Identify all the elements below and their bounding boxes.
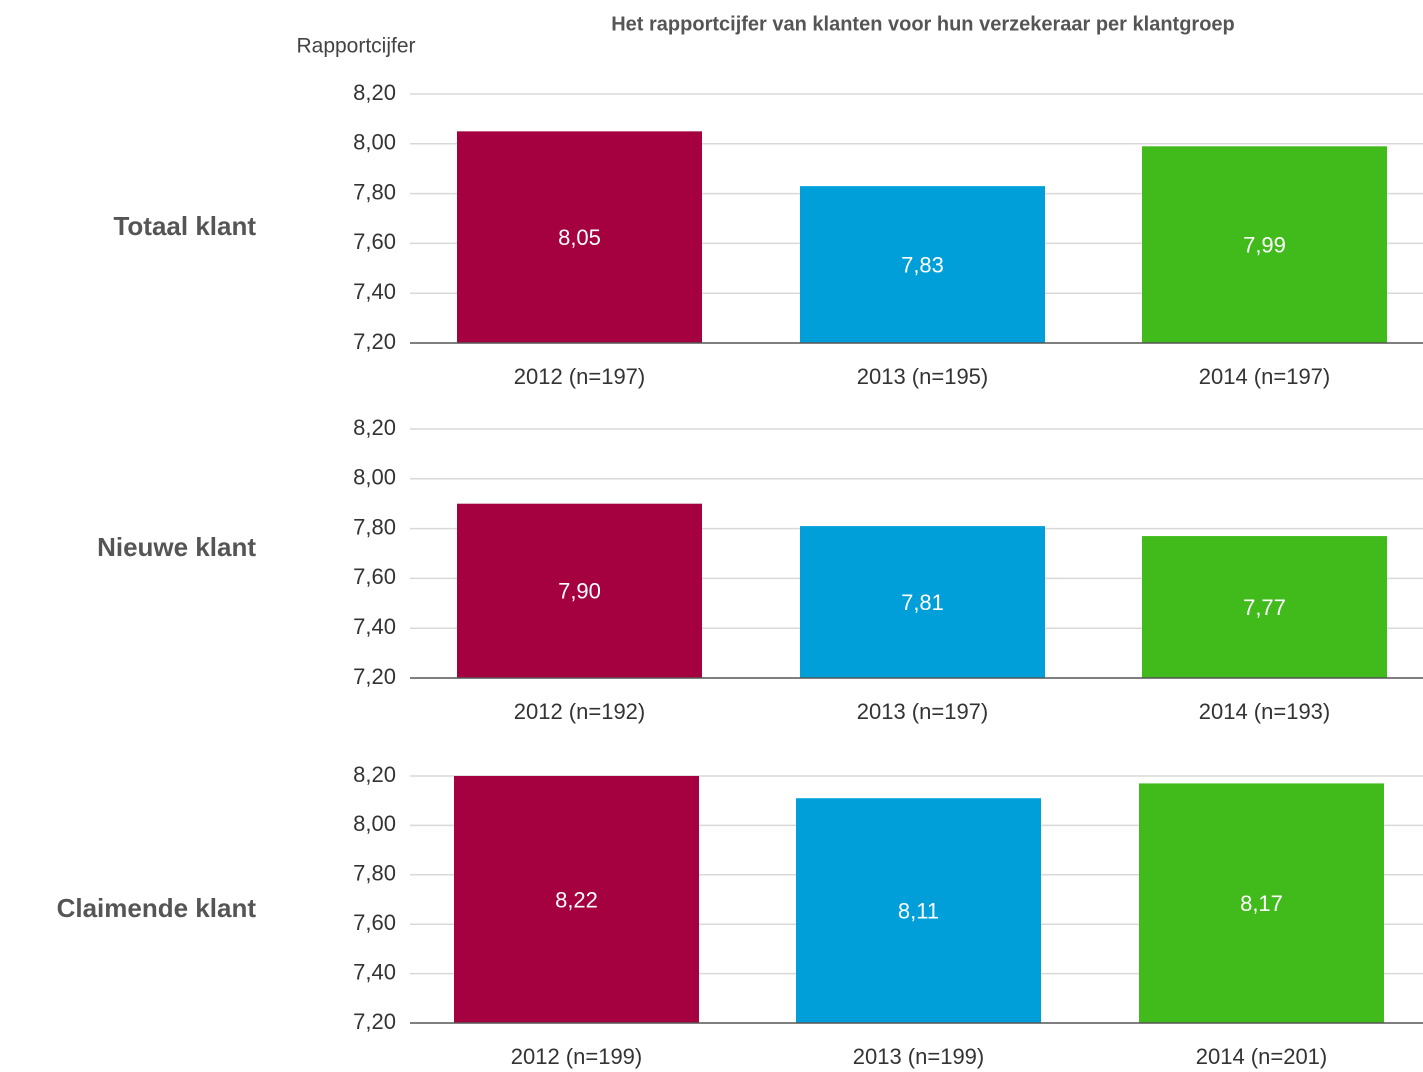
y-tick-label: 8,20	[353, 762, 396, 787]
data-label: 7,77	[1243, 595, 1286, 620]
data-label: 7,81	[901, 590, 944, 615]
bar	[800, 186, 1045, 343]
y-tick-label: 7,20	[353, 329, 396, 354]
bar	[800, 526, 1045, 678]
y-tick-label: 8,00	[353, 130, 396, 155]
row-label: Claimende klant	[57, 893, 257, 923]
y-tick-label: 7,60	[353, 229, 396, 254]
row-label: Nieuwe klant	[97, 532, 256, 562]
y-tick-label: 8,20	[353, 415, 396, 440]
x-tick-label: 2012 (n=192)	[514, 699, 646, 724]
bar	[1139, 783, 1384, 1023]
y-tick-label: 7,40	[353, 279, 396, 304]
y-tick-label: 8,20	[353, 80, 396, 105]
x-tick-label: 2012 (n=199)	[511, 1044, 643, 1069]
bar	[454, 776, 699, 1023]
y-tick-label: 7,40	[353, 614, 396, 639]
y-tick-label: 7,20	[353, 1009, 396, 1034]
x-tick-label: 2013 (n=199)	[853, 1044, 985, 1069]
y-tick-label: 7,60	[353, 564, 396, 589]
data-label: 8,05	[558, 225, 601, 250]
y-tick-label: 7,20	[353, 664, 396, 689]
y-tick-label: 7,80	[353, 179, 396, 204]
x-tick-label: 2014 (n=193)	[1199, 699, 1331, 724]
chart-title: Het rapportcijfer van klanten voor hun v…	[611, 13, 1235, 35]
bar	[796, 798, 1041, 1023]
y-tick-label: 7,60	[353, 910, 396, 935]
y-tick-label: 8,00	[353, 465, 396, 490]
data-label: 7,90	[558, 579, 601, 604]
x-tick-label: 2013 (n=195)	[857, 364, 989, 389]
x-tick-label: 2014 (n=201)	[1196, 1044, 1328, 1069]
bar	[1142, 146, 1387, 343]
y-axis-label: Rapportcijfer	[296, 35, 415, 58]
row-label: Totaal klant	[113, 211, 256, 241]
bar	[457, 131, 702, 343]
y-tick-label: 7,80	[353, 861, 396, 886]
x-tick-label: 2013 (n=197)	[857, 699, 989, 724]
data-label: 8,11	[898, 898, 939, 923]
data-label: 8,22	[555, 887, 598, 912]
x-tick-label: 2014 (n=197)	[1199, 364, 1331, 389]
y-tick-label: 7,40	[353, 959, 396, 984]
data-label: 8,17	[1240, 891, 1283, 916]
y-tick-label: 7,80	[353, 514, 396, 539]
y-tick-label: 8,00	[353, 811, 396, 836]
data-label: 7,99	[1243, 232, 1286, 257]
x-tick-label: 2012 (n=197)	[514, 364, 646, 389]
bar	[457, 503, 702, 678]
data-label: 7,83	[901, 252, 944, 277]
bar	[1142, 536, 1387, 678]
